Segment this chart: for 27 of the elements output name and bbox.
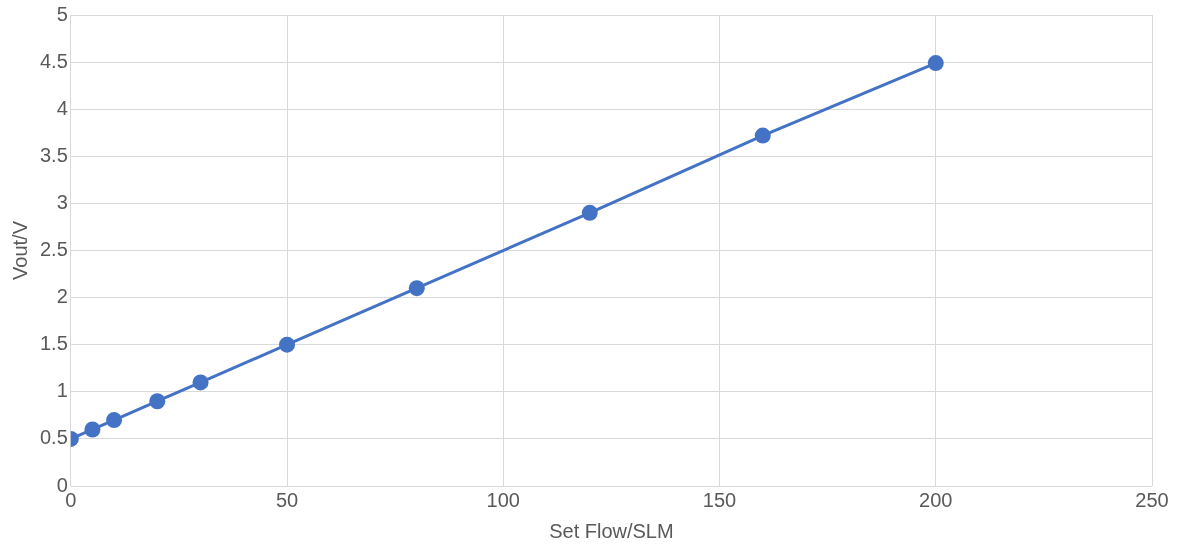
y-tick-label: 3 [56, 190, 68, 213]
y-tick-label: 1.5 [39, 332, 68, 355]
point [408, 280, 425, 297]
point [84, 421, 101, 438]
point [279, 336, 296, 353]
y-tick-label: 5 [56, 2, 68, 25]
y-tick-label: 2 [56, 285, 68, 308]
y-tick-label: 4.5 [39, 49, 68, 72]
y-tick-label: 4 [56, 96, 68, 119]
x-tick-label: 50 [275, 488, 299, 511]
y-tick-label: 3.5 [39, 143, 68, 166]
y-axis-title: Vout/V [8, 220, 31, 280]
y-tick-label: 2.5 [39, 238, 68, 261]
y-tick-label: 0.5 [39, 426, 68, 449]
x-axis-title: Set Flow/SLM [549, 519, 674, 542]
y-tick-label: 1 [56, 379, 68, 402]
x-tick-label: 150 [702, 488, 737, 511]
point [581, 204, 598, 221]
point [754, 127, 771, 144]
point [192, 374, 209, 391]
y-tick-label: 0 [56, 473, 68, 496]
point [149, 393, 166, 410]
x-tick-label: 100 [486, 488, 520, 511]
point [106, 412, 123, 429]
x-tick-label: 250 [1135, 488, 1169, 511]
point [927, 55, 944, 72]
x-tick-label: 200 [919, 488, 953, 511]
